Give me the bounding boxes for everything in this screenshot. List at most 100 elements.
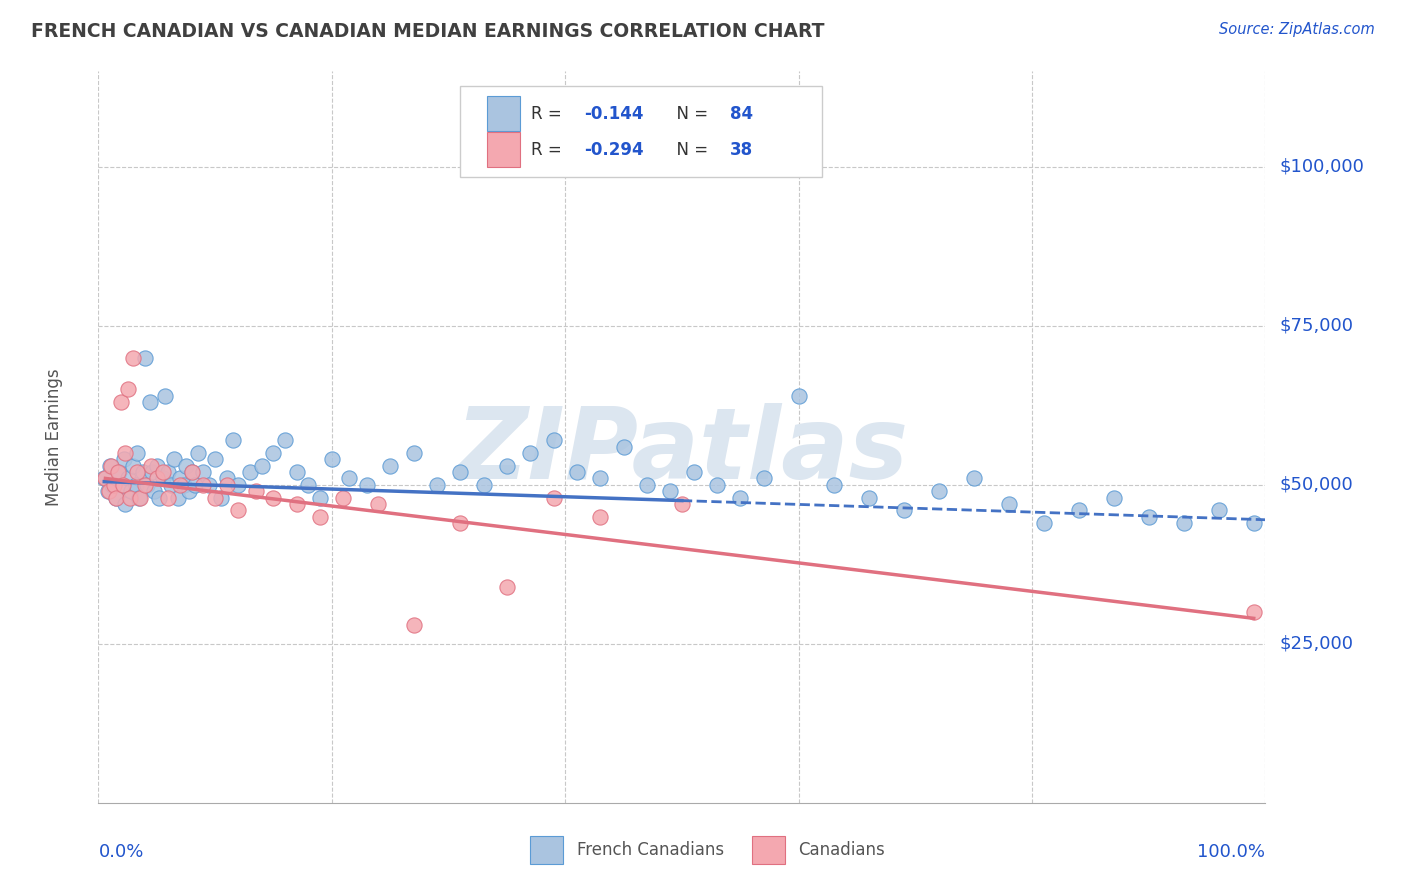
- Point: [1208, 503, 1230, 517]
- Point: [671, 497, 693, 511]
- Point: [114, 446, 136, 460]
- Text: 100.0%: 100.0%: [1198, 843, 1265, 861]
- Point: [245, 484, 267, 499]
- Point: [132, 465, 155, 479]
- Point: [146, 471, 169, 485]
- Text: ZIPatlas: ZIPatlas: [456, 403, 908, 500]
- Point: [134, 477, 156, 491]
- Point: [706, 477, 728, 491]
- Text: Canadians: Canadians: [799, 841, 886, 859]
- Point: [125, 477, 148, 491]
- Point: [157, 465, 180, 479]
- Point: [146, 458, 169, 473]
- Point: [1243, 605, 1265, 619]
- Text: -0.144: -0.144: [583, 104, 644, 123]
- Point: [209, 491, 232, 505]
- Point: [111, 477, 134, 491]
- Point: [297, 477, 319, 491]
- FancyBboxPatch shape: [530, 837, 562, 864]
- Point: [163, 452, 186, 467]
- Text: 38: 38: [730, 141, 752, 159]
- Point: [143, 484, 166, 499]
- Text: 84: 84: [730, 104, 752, 123]
- Point: [128, 491, 150, 505]
- Text: $50,000: $50,000: [1279, 475, 1353, 494]
- Point: [169, 477, 191, 491]
- Point: [565, 465, 588, 479]
- Point: [589, 471, 612, 485]
- Point: [402, 617, 425, 632]
- Point: [928, 484, 950, 499]
- Point: [636, 477, 658, 491]
- Point: [114, 497, 136, 511]
- Point: [997, 497, 1019, 511]
- Text: FRENCH CANADIAN VS CANADIAN MEDIAN EARNINGS CORRELATION CHART: FRENCH CANADIAN VS CANADIAN MEDIAN EARNI…: [31, 22, 824, 41]
- Point: [496, 580, 519, 594]
- Point: [112, 452, 135, 467]
- Text: 0.0%: 0.0%: [98, 843, 143, 861]
- Point: [118, 491, 141, 505]
- Point: [187, 446, 209, 460]
- Point: [152, 465, 174, 479]
- FancyBboxPatch shape: [486, 96, 520, 131]
- Point: [108, 465, 131, 479]
- Point: [962, 471, 984, 485]
- Point: [117, 383, 139, 397]
- Point: [157, 491, 180, 505]
- Point: [1032, 516, 1054, 530]
- Point: [309, 491, 332, 505]
- Point: [125, 465, 148, 479]
- Point: [122, 458, 145, 473]
- Point: [136, 477, 159, 491]
- Point: [426, 477, 449, 491]
- Point: [337, 471, 360, 485]
- Point: [543, 491, 565, 505]
- Point: [129, 491, 152, 505]
- Point: [613, 440, 636, 454]
- Point: [262, 491, 284, 505]
- Point: [104, 491, 127, 505]
- Point: [730, 491, 752, 505]
- Point: [134, 351, 156, 365]
- Point: [858, 491, 880, 505]
- Point: [193, 477, 215, 491]
- Point: [262, 446, 284, 460]
- Point: [111, 477, 134, 491]
- Text: N =: N =: [665, 104, 713, 123]
- Point: [682, 465, 704, 479]
- Point: [180, 465, 202, 479]
- Point: [356, 477, 378, 491]
- Point: [204, 491, 226, 505]
- Point: [1137, 509, 1160, 524]
- Point: [228, 503, 250, 517]
- Point: [141, 465, 163, 479]
- Text: $75,000: $75,000: [1279, 317, 1354, 334]
- Point: [367, 497, 389, 511]
- Point: [173, 477, 195, 491]
- Point: [125, 446, 148, 460]
- Point: [122, 351, 145, 365]
- Point: [1067, 503, 1090, 517]
- Text: Source: ZipAtlas.com: Source: ZipAtlas.com: [1219, 22, 1375, 37]
- Point: [496, 458, 519, 473]
- Text: $100,000: $100,000: [1279, 158, 1364, 176]
- Point: [1243, 516, 1265, 530]
- Point: [250, 458, 273, 473]
- Point: [274, 434, 297, 448]
- Point: [198, 477, 221, 491]
- Text: French Canadians: French Canadians: [576, 841, 724, 859]
- Point: [104, 491, 127, 505]
- Point: [184, 477, 207, 491]
- Point: [309, 509, 332, 524]
- Point: [94, 471, 117, 485]
- Point: [93, 471, 115, 485]
- Text: $25,000: $25,000: [1279, 635, 1354, 653]
- Point: [659, 484, 682, 499]
- Text: R =: R =: [531, 141, 568, 159]
- Point: [589, 509, 612, 524]
- Text: -0.294: -0.294: [583, 141, 644, 159]
- Point: [174, 458, 197, 473]
- Point: [153, 389, 176, 403]
- FancyBboxPatch shape: [460, 86, 823, 178]
- Text: N =: N =: [665, 141, 713, 159]
